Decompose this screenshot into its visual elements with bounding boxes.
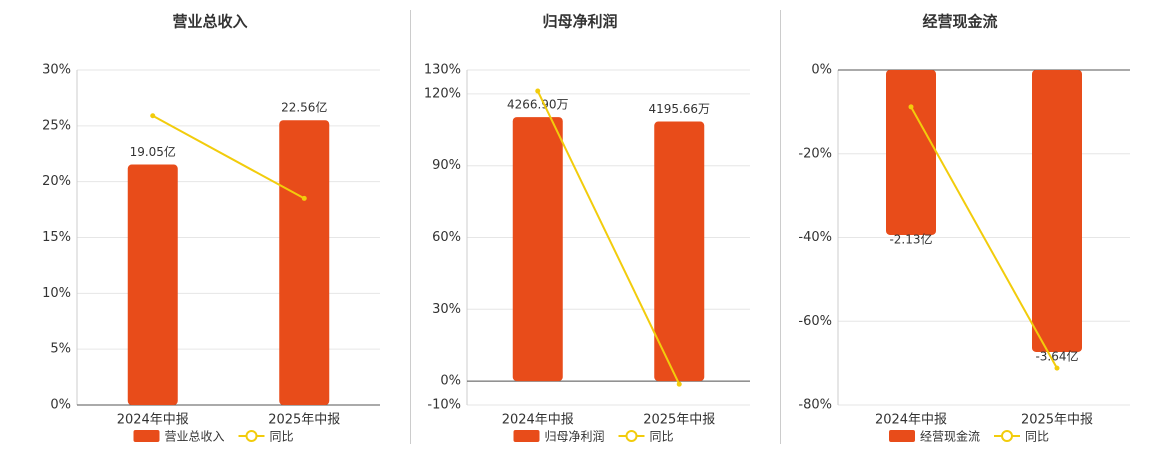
chart-title: 经营现金流 (922, 13, 997, 31)
bar (654, 121, 705, 382)
y-tick-label: 0% (811, 63, 832, 78)
legend-label: 同比 (270, 430, 294, 444)
line-point (535, 88, 541, 94)
legend-swatch (625, 430, 638, 442)
y-tick-label: -80% (798, 398, 832, 413)
legend-swatch (889, 430, 915, 442)
y-tick-label: -10% (427, 398, 461, 413)
y-tick-label: 30% (432, 302, 461, 317)
line (910, 106, 1058, 369)
y-tick-label: 30% (42, 63, 71, 78)
value-label: 22.56亿 (281, 100, 327, 115)
y-tick-label: 90% (432, 158, 461, 173)
value-label: -2.13亿 (889, 231, 932, 246)
line-point (908, 104, 914, 110)
x-tick-label: 2024年中报 (875, 413, 947, 428)
bar (1032, 70, 1082, 352)
bar (279, 120, 330, 406)
y-tick-label: 120% (424, 86, 461, 101)
line-point (301, 195, 307, 201)
y-tick-label: 130% (424, 63, 461, 78)
y-tick-label: 5% (50, 342, 71, 357)
bar (886, 70, 936, 235)
x-tick-label: 2025年中报 (1021, 413, 1093, 428)
legend-label: 经营现金流 (920, 429, 980, 444)
chart-title: 营业总收入 (172, 13, 247, 31)
line (152, 114, 305, 200)
y-tick-label: 20% (42, 174, 71, 189)
line-point (150, 113, 156, 119)
legend-label: 归母净利润 (545, 430, 605, 444)
x-tick-label: 2025年中报 (268, 413, 340, 428)
y-tick-label: 0% (50, 398, 71, 413)
legend-swatch (245, 430, 258, 442)
line-point (1054, 365, 1060, 371)
y-tick-label: 0% (440, 374, 461, 389)
value-label: 4195.66万 (648, 102, 710, 116)
legend-swatch (1001, 430, 1013, 442)
value-label: 19.05亿 (130, 144, 176, 159)
x-tick-label: 2025年中报 (643, 413, 715, 428)
value-label: 4266.90万 (507, 98, 569, 112)
legend-label: 营业总收入 (165, 430, 225, 444)
legend-label: 同比 (1025, 430, 1049, 444)
legend-label: 同比 (650, 430, 674, 444)
line (536, 90, 681, 385)
y-tick-label: 15% (42, 230, 71, 245)
x-tick-label: 2024年中报 (502, 413, 574, 428)
y-tick-label: 60% (432, 230, 461, 245)
y-tick-label: -60% (798, 314, 832, 329)
bar (512, 117, 563, 382)
chart-title: 归母净利润 (542, 13, 617, 31)
y-tick-label: -20% (798, 146, 832, 161)
y-tick-label: -40% (798, 230, 832, 245)
y-tick-label: 10% (42, 286, 71, 301)
legend-swatch (513, 430, 540, 442)
y-tick-label: 25% (42, 118, 71, 133)
x-tick-label: 2024年中报 (117, 413, 189, 428)
value-label: -3.64亿 (1035, 348, 1078, 363)
legend-swatch (133, 430, 160, 442)
bar (127, 164, 178, 405)
line-point (676, 381, 682, 387)
